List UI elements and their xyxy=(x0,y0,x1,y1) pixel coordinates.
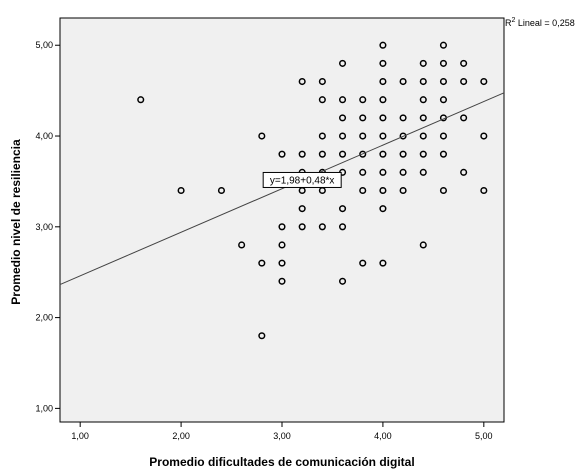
data-point xyxy=(399,168,407,176)
data-point xyxy=(359,96,367,104)
data-point xyxy=(258,132,266,140)
data-point xyxy=(359,132,367,140)
data-point xyxy=(399,150,407,158)
data-point xyxy=(379,259,387,267)
data-point xyxy=(379,132,387,140)
data-point xyxy=(379,168,387,176)
data-point xyxy=(238,241,246,249)
data-point xyxy=(359,150,367,158)
annotations: R2 Lineal = 0,258 Promedio dificultades … xyxy=(9,17,575,469)
data-point xyxy=(298,78,306,86)
data-point xyxy=(298,205,306,213)
data-point xyxy=(338,150,347,158)
data-point xyxy=(379,78,387,86)
data-point xyxy=(399,78,407,86)
data-point xyxy=(460,114,468,122)
data-point xyxy=(318,96,326,104)
data-point xyxy=(278,259,286,267)
data-point xyxy=(338,205,347,213)
data-point xyxy=(359,168,367,176)
data-point xyxy=(217,186,226,195)
data-point xyxy=(460,78,468,86)
plot-area xyxy=(59,17,505,423)
data-point xyxy=(278,241,286,249)
data-point xyxy=(439,150,448,158)
data-point xyxy=(318,78,326,86)
data-point xyxy=(278,223,286,231)
data-point xyxy=(278,150,286,158)
data-point xyxy=(439,78,448,86)
data-point xyxy=(419,96,427,104)
y-tick-label: 5,00 xyxy=(35,40,53,50)
x-tick-label: 3,00 xyxy=(273,431,291,441)
data-point xyxy=(379,205,387,213)
data-point xyxy=(278,277,286,285)
data-point xyxy=(338,96,347,104)
data-point xyxy=(338,223,347,231)
data-point xyxy=(439,132,448,140)
r2-label: R2 Lineal = 0,258 xyxy=(505,17,575,28)
data-point xyxy=(399,186,407,195)
data-point xyxy=(298,150,306,158)
data-point xyxy=(439,41,448,49)
x-tick-label: 4,00 xyxy=(374,431,392,441)
data-point xyxy=(359,259,367,267)
x-axis-title: Promedio dificultades de comunicación di… xyxy=(149,455,414,469)
data-point xyxy=(318,132,326,140)
data-point xyxy=(480,78,488,86)
data-point xyxy=(399,132,407,140)
data-point xyxy=(419,114,427,122)
data-point xyxy=(379,186,387,195)
data-point xyxy=(359,114,367,122)
data-point xyxy=(419,59,427,67)
data-point xyxy=(379,41,387,49)
data-points xyxy=(137,41,488,340)
data-point xyxy=(379,114,387,122)
data-point xyxy=(318,150,326,158)
data-point xyxy=(460,168,468,176)
y-tick-label: 2,00 xyxy=(35,313,53,323)
data-point xyxy=(338,114,347,122)
y-tick-label: 1,00 xyxy=(35,403,53,413)
data-point xyxy=(177,186,185,195)
data-point xyxy=(338,277,347,285)
data-point xyxy=(460,59,468,67)
data-point xyxy=(419,241,427,249)
data-point xyxy=(137,96,145,104)
data-point xyxy=(419,132,427,140)
equation-label: y=1,98+0,48*x xyxy=(270,175,335,186)
data-point xyxy=(480,132,488,140)
data-point xyxy=(439,186,448,195)
data-point xyxy=(419,150,427,158)
data-point xyxy=(379,59,387,67)
data-point xyxy=(439,96,448,104)
y-tick-label: 3,00 xyxy=(35,222,53,232)
data-point xyxy=(318,223,326,231)
data-point xyxy=(439,59,448,67)
data-point xyxy=(338,59,347,67)
x-tick-label: 1,00 xyxy=(71,431,89,441)
data-point xyxy=(379,150,387,158)
data-point xyxy=(258,259,266,267)
data-point xyxy=(480,186,488,195)
x-tick-label: 5,00 xyxy=(475,431,493,441)
data-point xyxy=(258,332,266,340)
data-point xyxy=(359,186,367,195)
data-point xyxy=(338,132,347,140)
data-point xyxy=(419,78,427,86)
y-tick-label: 4,00 xyxy=(35,131,53,141)
x-tick-label: 2,00 xyxy=(172,431,190,441)
data-point xyxy=(298,223,306,231)
regression-line xyxy=(59,92,505,286)
data-point xyxy=(399,114,407,122)
fit-line-group: y=1,98+0,48*x xyxy=(59,92,505,286)
y-axis-title: Promedio nivel de resiliencia xyxy=(9,139,23,305)
equation-box xyxy=(262,171,342,188)
data-point xyxy=(379,96,387,104)
axes: 1,00 2,00 3,00 4,00 5,00 1,00 2,00 3,00 4,00 5,00 xyxy=(35,40,492,441)
data-point xyxy=(419,168,427,176)
